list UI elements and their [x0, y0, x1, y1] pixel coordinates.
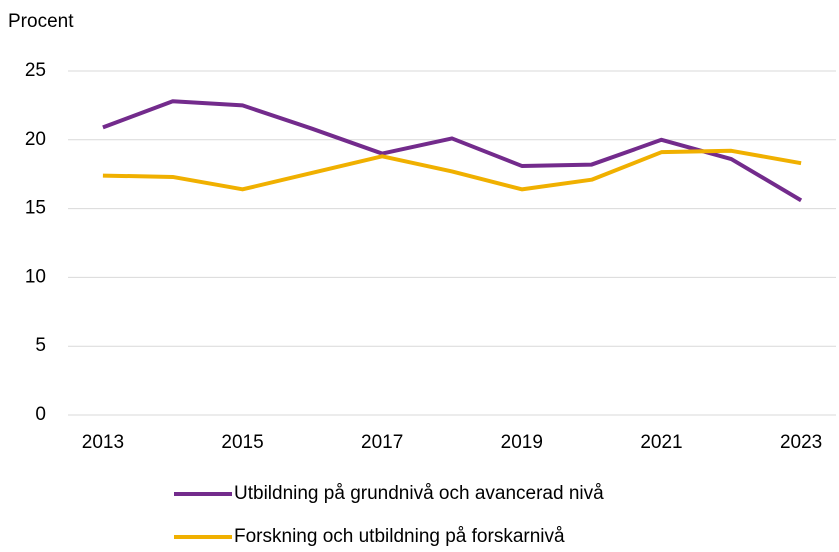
y-tick-label: 25: [25, 60, 46, 81]
y-tick-label: 0: [35, 404, 46, 425]
y-tick-label: 15: [25, 198, 46, 219]
y-axis-label: Procent: [8, 11, 74, 32]
y-tick-label: 20: [25, 129, 46, 150]
x-tick-label: 2013: [82, 432, 124, 453]
legend-label: Forskning och utbildning på forskarnivå: [234, 526, 565, 547]
x-tick-label: 2019: [501, 432, 543, 453]
y-tick-label: 10: [25, 266, 46, 287]
x-tick-label: 2017: [361, 432, 403, 453]
legend-label: Utbildning på grundnivå och avancerad ni…: [234, 483, 604, 504]
x-tick-label: 2021: [640, 432, 682, 453]
x-tick-label: 2015: [221, 432, 263, 453]
y-tick-label: 5: [35, 335, 46, 356]
line-series: [102, 99, 803, 203]
line-series: [102, 148, 802, 192]
x-tick-label: 2023: [780, 432, 822, 453]
